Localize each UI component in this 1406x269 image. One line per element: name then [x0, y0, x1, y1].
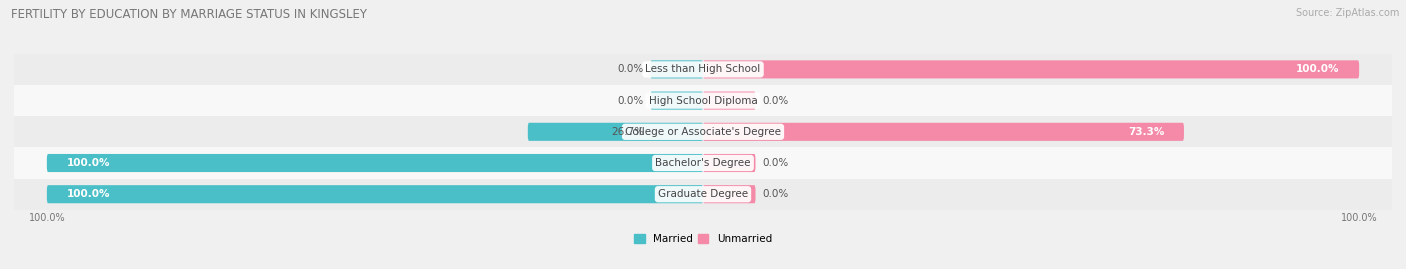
FancyBboxPatch shape	[651, 60, 703, 79]
Text: Source: ZipAtlas.com: Source: ZipAtlas.com	[1295, 8, 1399, 18]
Bar	[14, 85, 1392, 116]
Text: Graduate Degree: Graduate Degree	[658, 189, 748, 199]
Text: Bachelor's Degree: Bachelor's Degree	[655, 158, 751, 168]
Text: 73.3%: 73.3%	[1128, 127, 1164, 137]
Text: 100.0%: 100.0%	[1296, 64, 1340, 75]
Bar	[14, 54, 1392, 85]
FancyBboxPatch shape	[527, 123, 703, 141]
Bar	[14, 116, 1392, 147]
FancyBboxPatch shape	[703, 60, 1360, 79]
Legend: Married, Unmarried: Married, Unmarried	[630, 230, 776, 248]
Text: FERTILITY BY EDUCATION BY MARRIAGE STATUS IN KINGSLEY: FERTILITY BY EDUCATION BY MARRIAGE STATU…	[11, 8, 367, 21]
Text: 0.0%: 0.0%	[762, 189, 789, 199]
Text: Less than High School: Less than High School	[645, 64, 761, 75]
Text: High School Diploma: High School Diploma	[648, 95, 758, 106]
Text: 26.7%: 26.7%	[610, 127, 644, 137]
Text: 100.0%: 100.0%	[66, 189, 110, 199]
Text: 0.0%: 0.0%	[762, 95, 789, 106]
FancyBboxPatch shape	[46, 185, 703, 203]
FancyBboxPatch shape	[703, 185, 755, 203]
FancyBboxPatch shape	[703, 91, 755, 110]
Text: College or Associate's Degree: College or Associate's Degree	[626, 127, 780, 137]
Bar	[14, 147, 1392, 179]
Text: 0.0%: 0.0%	[617, 95, 644, 106]
FancyBboxPatch shape	[46, 154, 703, 172]
Text: 0.0%: 0.0%	[762, 158, 789, 168]
Bar	[14, 179, 1392, 210]
Text: 0.0%: 0.0%	[617, 64, 644, 75]
FancyBboxPatch shape	[703, 154, 755, 172]
FancyBboxPatch shape	[651, 91, 703, 110]
Text: 100.0%: 100.0%	[66, 158, 110, 168]
FancyBboxPatch shape	[703, 123, 1184, 141]
